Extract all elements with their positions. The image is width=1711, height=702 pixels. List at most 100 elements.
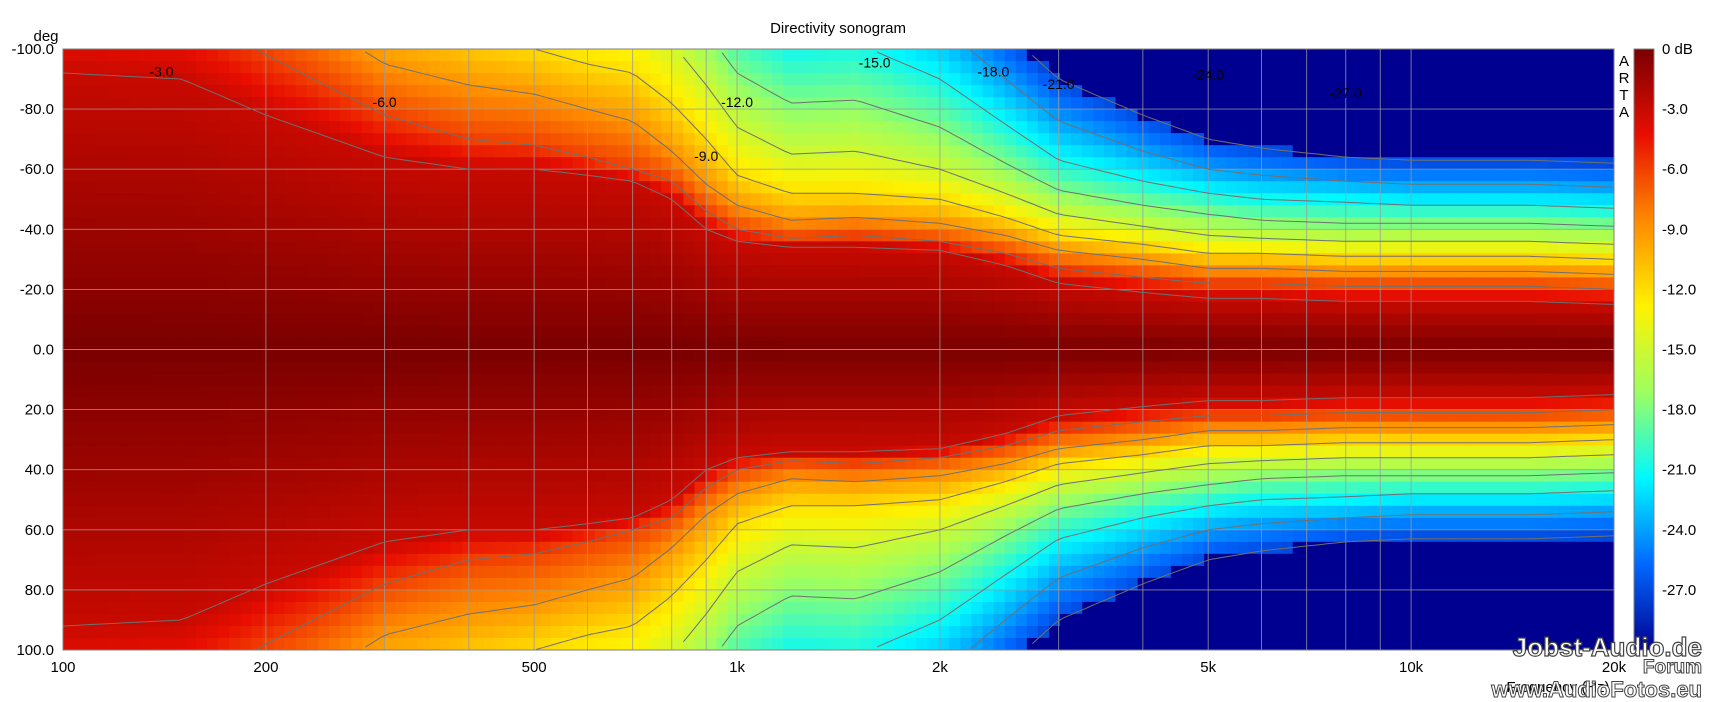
heatmap-cell <box>716 457 729 471</box>
heatmap-cell <box>317 277 330 290</box>
heatmap-cell <box>229 421 241 435</box>
heatmap-cell <box>916 421 928 435</box>
heatmap-cell <box>794 505 806 519</box>
heatmap-cell <box>705 229 718 242</box>
heatmap-cell <box>650 541 662 555</box>
heatmap-cell <box>871 145 884 158</box>
heatmap-cell <box>882 61 895 74</box>
heatmap-cell <box>96 469 108 483</box>
heatmap-cell <box>938 97 950 110</box>
heatmap-cell <box>295 421 308 435</box>
heatmap-cell <box>628 505 640 519</box>
heatmap-cell <box>1071 193 1083 206</box>
heatmap-cell <box>195 241 208 254</box>
heatmap-cell <box>982 433 995 447</box>
heatmap-cell <box>251 181 264 194</box>
heatmap-cell <box>794 85 806 98</box>
heatmap-cell <box>506 133 518 146</box>
heatmap-cell <box>860 601 873 615</box>
heatmap-cell <box>339 313 352 327</box>
heatmap-cell <box>450 109 463 122</box>
heatmap-cell <box>938 553 950 567</box>
heatmap-cell <box>395 421 408 435</box>
heatmap-cell <box>262 481 275 495</box>
heatmap-cell <box>284 505 297 519</box>
heatmap-cell <box>772 385 784 399</box>
heatmap-cell <box>85 241 97 254</box>
heatmap-cell <box>395 373 408 387</box>
heatmap-cell <box>583 433 596 447</box>
heatmap-cell <box>184 565 197 579</box>
heatmap-cell <box>628 421 640 435</box>
heatmap-cell <box>151 277 164 290</box>
heatmap-cell <box>351 613 363 627</box>
heatmap-cell <box>916 265 928 278</box>
heatmap-cell <box>605 289 618 303</box>
heatmap-cell <box>506 445 518 459</box>
heatmap-cell <box>63 361 75 375</box>
heatmap-cell <box>1093 529 1105 543</box>
heatmap-cell <box>240 553 252 567</box>
heatmap-cell <box>639 181 651 194</box>
heatmap-cell <box>1026 289 1039 303</box>
heatmap-cell <box>1048 445 1061 459</box>
heatmap-cell <box>1159 517 1172 531</box>
heatmap-cell <box>273 505 286 519</box>
heatmap-cell <box>517 193 529 206</box>
heatmap-cell <box>1082 553 1094 567</box>
heatmap-cell <box>794 193 806 206</box>
heatmap-cell <box>151 397 164 411</box>
heatmap-cell <box>495 97 507 110</box>
heatmap-cell <box>406 349 419 363</box>
heatmap-cell <box>162 349 175 363</box>
heatmap-cell <box>916 445 928 459</box>
heatmap-cell <box>882 301 895 315</box>
heatmap-cell <box>273 277 286 290</box>
heatmap-cell <box>461 145 474 158</box>
heatmap-cell <box>993 433 1006 447</box>
heatmap-cell <box>1004 337 1017 351</box>
heatmap-cell <box>461 565 474 579</box>
heatmap-cell <box>583 85 596 98</box>
heatmap-cell <box>794 409 806 423</box>
heatmap-cell <box>816 157 829 170</box>
heatmap-cell <box>1004 541 1017 555</box>
heatmap-cell <box>483 73 496 86</box>
heatmap-cell <box>240 217 252 230</box>
heatmap-cell <box>85 289 97 303</box>
heatmap-cell <box>1159 193 1172 206</box>
heatmap-cell <box>295 73 308 86</box>
heatmap-cell <box>506 505 518 519</box>
heatmap-cell <box>838 613 851 627</box>
heatmap-cell <box>162 373 175 387</box>
heatmap-cell <box>1159 181 1172 194</box>
heatmap-cell <box>218 337 230 351</box>
heatmap-cell <box>129 145 142 158</box>
heatmap-cell <box>982 61 995 74</box>
heatmap-cell <box>871 73 884 86</box>
heatmap-cell <box>85 133 97 146</box>
heatmap-cell <box>916 481 928 495</box>
heatmap-cell <box>816 373 829 387</box>
heatmap-cell <box>594 529 607 543</box>
heatmap-cell <box>240 229 252 242</box>
heatmap-cell <box>760 277 773 290</box>
heatmap-cell <box>960 277 973 290</box>
heatmap-cell <box>550 325 563 339</box>
heatmap-cell <box>849 601 862 615</box>
heatmap-cell <box>860 433 873 447</box>
heatmap-cell <box>783 601 795 615</box>
heatmap-cell <box>1071 505 1083 519</box>
heatmap-cell <box>218 493 230 507</box>
heatmap-cell <box>284 433 297 447</box>
heatmap-cell <box>273 565 286 579</box>
heatmap-cell <box>1148 349 1161 363</box>
heatmap-cell <box>461 529 474 543</box>
heatmap-cell <box>461 541 474 555</box>
heatmap-cell <box>1071 529 1083 543</box>
heatmap-cell <box>63 433 75 447</box>
heatmap-cell <box>1015 265 1028 278</box>
heatmap-cell <box>982 445 995 459</box>
heatmap-cell <box>1026 73 1039 86</box>
heatmap-cell <box>561 169 574 182</box>
